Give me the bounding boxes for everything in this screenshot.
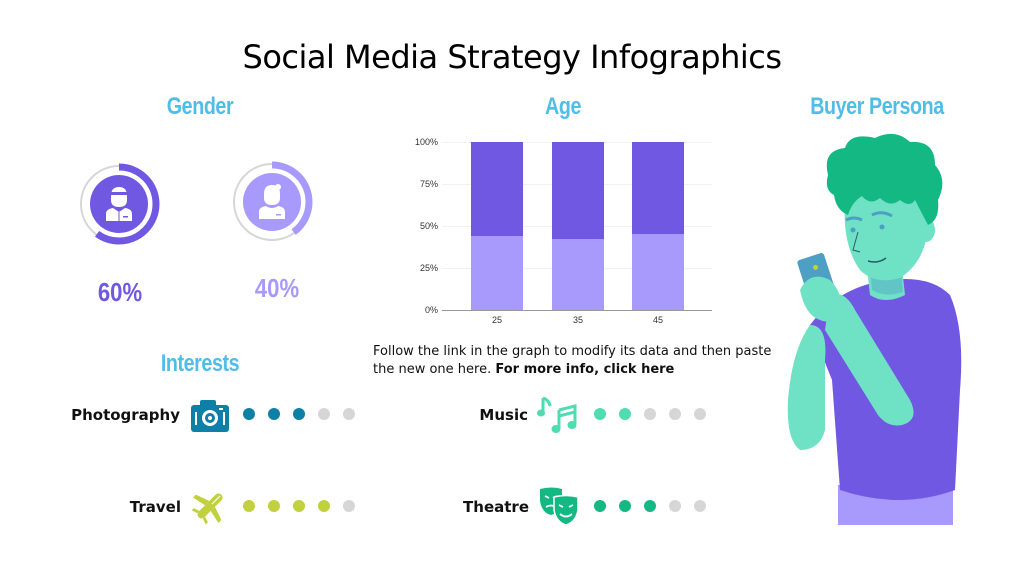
age-description: Follow the link in the graph to modify i… <box>373 344 772 377</box>
rating-dots-photography <box>243 408 355 420</box>
male-gender-ring <box>78 163 160 245</box>
theatre-masks-icon <box>540 487 579 526</box>
empty-dot <box>343 500 355 512</box>
filled-dot <box>594 408 606 420</box>
x-tick: 45 <box>652 315 663 325</box>
page-title: Social Media Strategy Infographics <box>242 38 783 76</box>
interest-label-photography: Photography <box>71 406 180 424</box>
bar-segment <box>471 236 523 310</box>
persona-heading: Buyer Persona <box>810 93 944 120</box>
y-tick: 100% <box>414 137 438 147</box>
y-tick: 50% <box>419 221 438 231</box>
empty-dot <box>694 408 706 420</box>
interests-heading: Interests <box>160 350 240 377</box>
female-percent: 40% <box>254 273 300 303</box>
age-chart[interactable]: 100% 75% 50% 25% 0% 25 35 45 <box>400 130 720 330</box>
filled-dot <box>268 408 280 420</box>
bar-segment <box>471 142 523 237</box>
camera-icon <box>191 400 229 432</box>
interest-label-music: Music <box>479 406 528 424</box>
rating-dots-travel <box>243 500 355 512</box>
empty-dot <box>644 408 656 420</box>
airplane-icon <box>191 493 223 525</box>
filled-dot <box>243 500 255 512</box>
more-info-link[interactable]: For more info, click here <box>495 362 675 377</box>
interest-label-travel: Travel <box>129 498 181 516</box>
empty-dot <box>694 500 706 512</box>
filled-dot <box>318 500 330 512</box>
female-user-icon <box>259 184 285 219</box>
empty-dot <box>669 500 681 512</box>
y-tick: 75% <box>419 179 438 189</box>
x-axis <box>442 310 712 311</box>
y-tick: 0% <box>424 305 438 315</box>
male-user-icon <box>106 187 132 221</box>
x-tick: 35 <box>572 315 583 325</box>
man-with-phone-illustration <box>787 133 962 525</box>
bar-segment <box>552 142 604 240</box>
filled-dot <box>619 408 631 420</box>
filled-dot <box>644 500 656 512</box>
gender-heading: Gender <box>166 93 234 120</box>
filled-dot <box>243 408 255 420</box>
male-percent: 60% <box>97 277 143 307</box>
interest-label-theatre: Theatre <box>463 498 529 516</box>
x-tick: 25 <box>491 315 502 325</box>
music-notes-icon <box>537 396 577 433</box>
filled-dot <box>293 500 305 512</box>
filled-dot <box>293 408 305 420</box>
rating-dots-music <box>594 408 706 420</box>
empty-dot <box>669 408 681 420</box>
bar-segment <box>632 234 684 310</box>
filled-dot <box>594 500 606 512</box>
bar-segment <box>632 142 684 235</box>
y-tick: 25% <box>419 263 438 273</box>
female-gender-ring <box>231 161 313 243</box>
filled-dot <box>619 500 631 512</box>
age-heading: Age <box>545 93 581 120</box>
filled-dot <box>268 500 280 512</box>
rating-dots-theatre <box>594 500 706 512</box>
bar-segment <box>552 239 604 310</box>
empty-dot <box>318 408 330 420</box>
empty-dot <box>343 408 355 420</box>
